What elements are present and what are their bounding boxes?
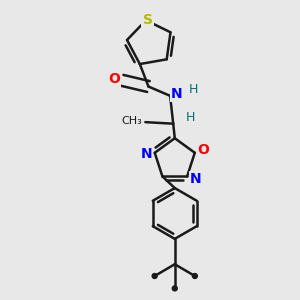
Text: N: N bbox=[190, 172, 202, 186]
Text: O: O bbox=[197, 143, 209, 157]
Circle shape bbox=[192, 274, 197, 278]
Circle shape bbox=[152, 274, 157, 278]
Text: O: O bbox=[109, 72, 120, 86]
Text: N: N bbox=[171, 87, 183, 101]
Text: S: S bbox=[142, 13, 152, 27]
Circle shape bbox=[172, 286, 177, 291]
Text: H: H bbox=[186, 111, 195, 124]
Text: H: H bbox=[189, 83, 198, 96]
Text: N: N bbox=[140, 147, 152, 161]
Text: CH₃: CH₃ bbox=[121, 116, 142, 126]
